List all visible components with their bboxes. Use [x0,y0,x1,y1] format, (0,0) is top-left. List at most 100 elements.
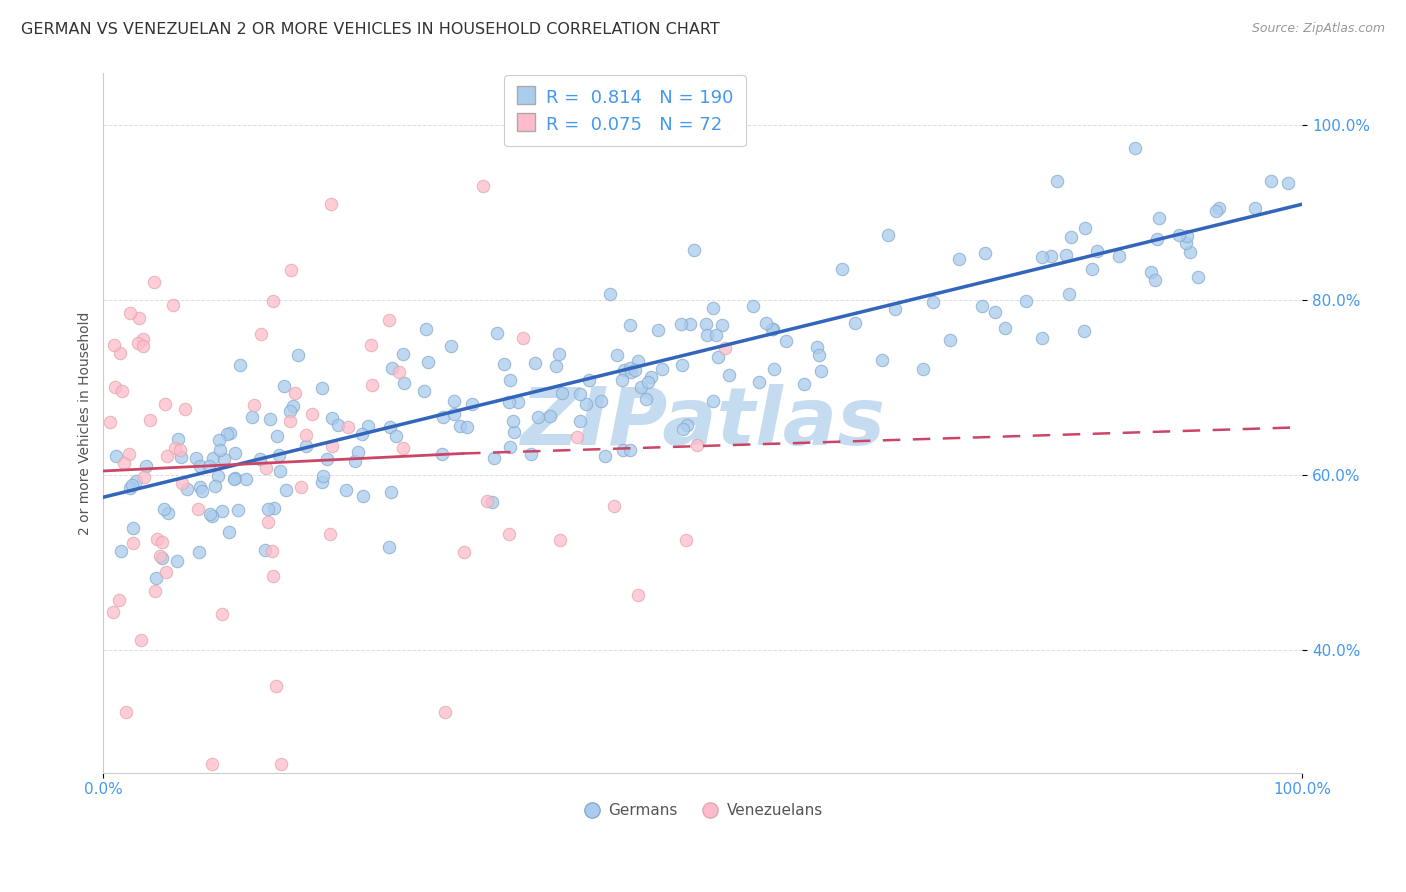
Point [453,545,475,559]
Point [1031,330,1053,344]
Point [120,481,142,495]
Point [1057,286,1080,301]
Y-axis label: 2 or more Vehicles in Household: 2 or more Vehicles in Household [79,311,93,534]
Point [167,432,190,446]
Point [1175,235,1198,250]
Point [250,326,273,341]
Point [260,543,283,558]
Point [311,381,333,395]
Point [675,533,697,547]
Point [217,426,239,441]
Point [145,571,167,585]
Point [481,494,503,508]
Point [249,452,271,467]
Point [321,411,343,425]
Point [1054,248,1077,262]
Point [104,380,127,394]
Point [613,363,636,377]
Point [165,441,187,455]
Point [287,348,309,362]
Point [335,483,357,498]
Point [523,356,546,370]
Point [273,378,295,392]
Point [870,353,893,368]
Point [1015,294,1038,309]
Point [1168,227,1191,242]
Point [156,449,179,463]
Point [184,450,207,465]
Point [551,386,574,401]
Point [174,401,197,416]
Point [262,294,284,309]
Point [188,458,211,473]
Point [378,312,401,326]
Point [1040,249,1063,263]
Point [1277,176,1299,190]
Point [651,362,673,376]
Point [337,420,360,434]
Point [120,306,142,320]
Point [548,533,571,547]
Point [1175,228,1198,243]
Point [187,545,209,559]
Point [256,502,278,516]
Point [640,370,662,384]
Point [117,447,139,461]
Point [1187,269,1209,284]
Point [412,384,434,398]
Legend: Germans, Venezuelans: Germans, Venezuelans [576,797,830,824]
Point [1140,265,1163,279]
Point [121,521,143,535]
Point [201,756,224,771]
Point [276,483,298,497]
Point [132,470,155,484]
Point [1146,232,1168,246]
Point [671,358,693,372]
Point [361,378,384,392]
Point [672,422,695,436]
Point [392,441,415,455]
Point [266,429,288,443]
Point [808,348,831,362]
Point [1080,262,1102,277]
Point [153,397,176,411]
Point [696,328,718,343]
Point [682,243,704,257]
Point [477,494,499,508]
Point [1149,211,1171,225]
Point [695,317,717,331]
Point [98,415,121,429]
Point [235,472,257,486]
Point [153,501,176,516]
Point [103,338,125,352]
Point [1208,201,1230,215]
Point [675,417,697,432]
Point [1244,201,1267,215]
Point [831,262,853,277]
Point [922,294,945,309]
Point [430,447,453,461]
Point [844,316,866,330]
Point [494,357,516,371]
Point [761,322,783,336]
Point [647,323,669,337]
Point [1123,141,1146,155]
Point [1143,273,1166,287]
Point [1087,244,1109,258]
Point [1046,174,1069,188]
Point [224,472,246,486]
Point [1180,244,1202,259]
Point [702,301,724,316]
Point [129,633,152,648]
Point [143,275,166,289]
Point [270,756,292,771]
Point [630,380,652,394]
Point [710,318,733,333]
Point [702,393,724,408]
Point [316,452,339,467]
Point [110,543,132,558]
Point [627,354,650,368]
Point [169,442,191,457]
Point [484,451,506,466]
Point [578,373,600,387]
